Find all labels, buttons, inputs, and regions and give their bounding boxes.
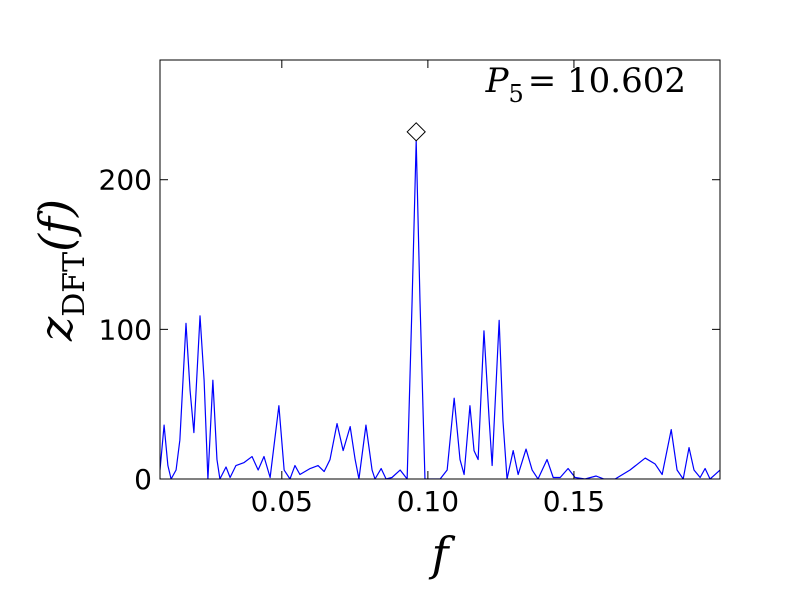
line-series: [160, 140, 720, 479]
x-tick-label: 0.10: [397, 485, 459, 518]
x-tick-label: 0.15: [543, 485, 605, 518]
annotation-text: = 10.602: [528, 61, 686, 101]
plot-frame: [159, 59, 721, 480]
y-label-subscript: DFT: [57, 252, 92, 317]
y-tick-label: 0: [134, 463, 152, 496]
y-tick-label: 100: [99, 313, 152, 346]
x-axis-label: f: [428, 527, 455, 581]
annotation-symbol: P: [485, 61, 510, 101]
annotation: P5 = 10.602: [485, 61, 686, 108]
peak-marker: [406, 122, 426, 142]
y-axis-label: zDFT(f): [29, 199, 92, 342]
annotation-subscript: 5: [508, 80, 523, 108]
y-tick-label: 200: [99, 164, 152, 197]
x-tick-label: 0.05: [251, 485, 313, 518]
y-label-argument: (f): [29, 199, 83, 252]
y-label-symbol: z: [29, 316, 83, 342]
